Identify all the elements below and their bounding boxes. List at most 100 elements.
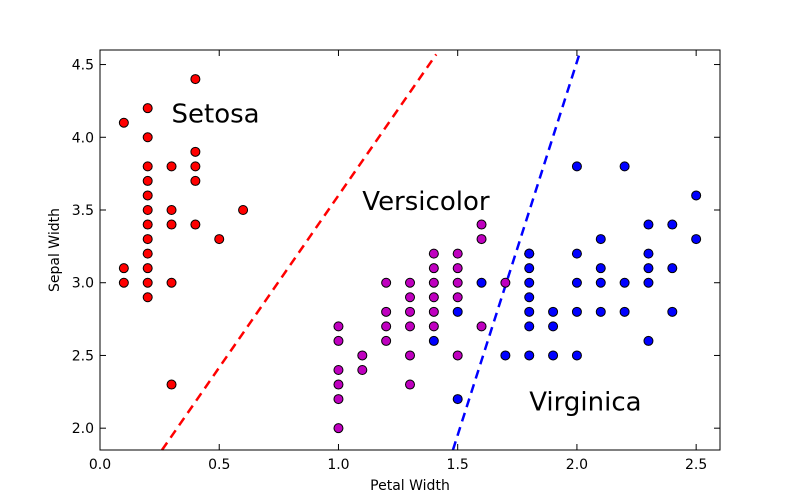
data-point	[619, 277, 630, 288]
y-tick-label: 3.0	[72, 276, 94, 292]
data-point	[548, 350, 559, 361]
data-point	[166, 219, 177, 230]
x-tick-label: 1.0	[327, 457, 349, 473]
data-point	[142, 190, 153, 201]
decision-lines	[160, 53, 581, 451]
data-point	[142, 292, 153, 303]
data-point	[524, 321, 535, 332]
annotation-virginica: Virginica	[529, 388, 641, 418]
data-point	[500, 350, 511, 361]
data-point	[643, 277, 654, 288]
data-point	[190, 175, 201, 186]
data-point	[166, 205, 177, 215]
x-tick-label: 0.5	[208, 457, 230, 473]
data-point	[118, 263, 129, 274]
data-point	[595, 263, 606, 274]
data-point	[166, 277, 177, 288]
data-point	[548, 321, 559, 332]
data-point	[595, 306, 606, 317]
plot-frame	[99, 49, 721, 451]
y-tick-label: 4.5	[72, 58, 94, 74]
data-point	[381, 321, 392, 332]
data-point	[691, 190, 702, 201]
data-point	[571, 248, 582, 259]
data-point	[357, 350, 368, 361]
data-point	[405, 379, 415, 390]
annotation-setosa: Setosa	[172, 100, 260, 130]
data-point	[333, 321, 344, 332]
data-point	[142, 219, 153, 230]
data-point	[190, 161, 201, 172]
data-point	[476, 234, 487, 245]
y-tick-label: 2.0	[72, 421, 94, 437]
data-point	[214, 234, 225, 245]
data-point	[381, 277, 392, 288]
decision-line-0	[160, 53, 438, 451]
data-point	[691, 234, 702, 245]
data-point	[643, 263, 654, 274]
data-point	[142, 161, 153, 172]
x-axis-ticks: 0.0 0.5 1.0 1.5 2.0 2.5	[89, 50, 707, 473]
data-point	[190, 146, 201, 157]
data-point	[524, 263, 535, 274]
data-point	[476, 277, 487, 288]
data-point	[333, 423, 344, 434]
y-tick-label: 3.5	[72, 203, 94, 219]
y-tick-label: 2.5	[72, 348, 94, 364]
data-points	[118, 74, 702, 434]
data-point	[166, 379, 177, 390]
data-point	[405, 321, 415, 332]
annotation-versicolor: Versicolor	[362, 187, 490, 217]
data-point	[142, 234, 153, 245]
data-point	[571, 350, 582, 361]
data-point	[500, 277, 511, 288]
data-point	[428, 306, 439, 317]
data-point	[452, 292, 463, 303]
class-annotations: Setosa Versicolor Virginica	[172, 100, 642, 418]
x-tick-label: 1.5	[447, 457, 469, 473]
data-point	[381, 335, 392, 346]
data-point	[190, 74, 201, 85]
decision-line-1	[451, 53, 581, 451]
data-point	[166, 161, 177, 172]
data-point	[405, 350, 415, 361]
data-point	[428, 248, 439, 259]
data-point	[142, 248, 153, 259]
data-point	[142, 263, 153, 274]
data-point	[571, 277, 582, 288]
data-point	[643, 248, 654, 259]
data-point	[428, 292, 439, 303]
data-point	[524, 277, 535, 288]
data-point	[452, 394, 463, 405]
data-point	[405, 292, 415, 303]
data-point	[619, 161, 630, 172]
data-point	[595, 234, 606, 245]
data-point	[142, 132, 153, 143]
data-point	[571, 306, 582, 317]
y-axis-ticks: 2.0 2.5 3.0 3.5 4.0 4.5	[72, 58, 720, 437]
data-point	[524, 248, 535, 259]
data-point	[619, 306, 630, 317]
x-tick-label: 0.0	[89, 457, 111, 473]
data-point	[238, 205, 249, 215]
y-tick-label: 4.0	[72, 130, 94, 146]
data-point	[428, 263, 439, 274]
x-axis-label: Petal Width	[370, 478, 450, 494]
data-point	[428, 335, 439, 346]
data-point	[142, 175, 153, 186]
data-point	[476, 219, 487, 230]
data-point	[571, 161, 582, 172]
data-point	[142, 277, 153, 288]
data-point	[405, 306, 415, 317]
data-point	[452, 277, 463, 288]
data-point	[428, 321, 439, 332]
data-point	[118, 277, 129, 288]
data-point	[643, 335, 654, 346]
x-tick-label: 2.0	[566, 457, 588, 473]
data-point	[405, 277, 415, 288]
data-point	[548, 306, 559, 317]
data-point	[476, 321, 487, 332]
data-point	[381, 306, 392, 317]
data-point	[643, 219, 654, 230]
